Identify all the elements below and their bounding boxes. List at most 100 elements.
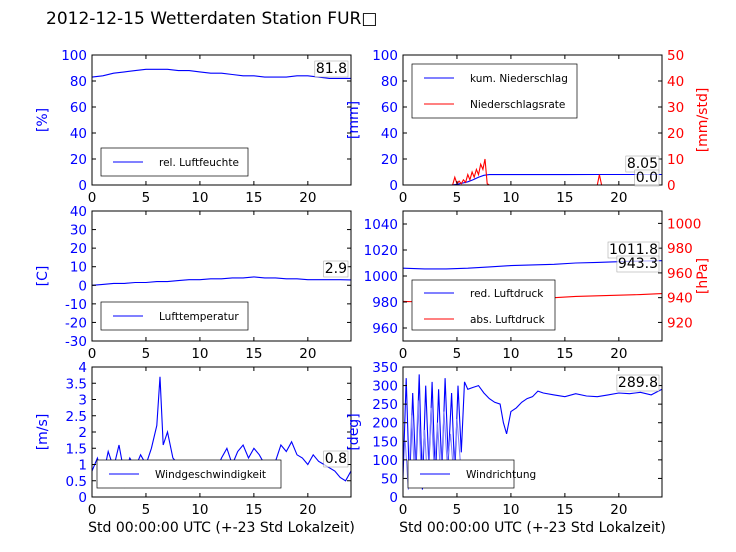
y-tick-label: -30: [65, 334, 87, 350]
y2-tick-label: 960: [667, 266, 693, 282]
y-tick-label: 0: [78, 178, 87, 194]
y-tick-label: 250: [372, 397, 398, 413]
x-tick-label: 0: [399, 502, 408, 518]
x-tick-label: 20: [610, 502, 627, 518]
y-tick-label: 300: [372, 379, 398, 395]
x-tick-label: 0: [399, 346, 408, 362]
legend-label: Niederschlagsrate: [470, 99, 565, 111]
y-tick-label: 30: [70, 223, 87, 239]
y-tick-label: 40: [70, 204, 87, 220]
y-tick-label: 1.5: [66, 441, 87, 457]
last-value-label: 2.9: [325, 261, 347, 277]
x-tick-label: 5: [142, 346, 151, 362]
y-tick-label: 0.5: [66, 474, 87, 490]
last-value-label: 0.0: [636, 170, 658, 186]
last-value-label: 0.8: [325, 451, 347, 467]
last-value-label: 81.8: [316, 61, 347, 77]
y-tick-label: 60: [381, 100, 398, 116]
last-value-label: 943.3: [618, 256, 658, 272]
last-value-box: [616, 374, 660, 392]
y2-tick-label: 20: [667, 126, 684, 142]
x-tick-label: 10: [191, 190, 208, 206]
y-tick-label: 3.5: [66, 376, 87, 392]
y-tick-label: 350: [372, 360, 398, 376]
y-tick-label: 40: [70, 126, 87, 142]
y-tick-label: 100: [372, 48, 398, 64]
x-tick-label: 0: [399, 190, 408, 206]
x-tick-label: 10: [191, 346, 208, 362]
y2-tick-label: 0: [667, 178, 676, 194]
y-axis-label: [C]: [35, 266, 51, 287]
legend-label: Lufttemperatur: [159, 311, 239, 323]
x-tick-label: 20: [299, 346, 316, 362]
y-tick-label: 10: [70, 260, 87, 276]
x-tick-label: 15: [245, 190, 262, 206]
legend-label: Windrichtung: [466, 469, 536, 481]
series-line-1-1: [92, 68, 351, 79]
y-axis-label: [%]: [35, 108, 51, 132]
y-tick-label: 100: [61, 48, 87, 64]
x-tick-label: 15: [556, 190, 573, 206]
y-tick-label: 0: [389, 178, 398, 194]
x-tick-label: 5: [453, 346, 462, 362]
x-axis-label: Std 00:00:00 UTC (+-23 Std Lokalzeit): [88, 520, 355, 536]
y-tick-label: -10: [65, 297, 87, 313]
y-tick-label: 80: [381, 74, 398, 90]
x-tick-label: 15: [245, 346, 262, 362]
last-value-label: 1011.8: [609, 242, 658, 258]
axes-frame: [91, 54, 352, 186]
axes-frame: [402, 54, 663, 186]
x-tick-label: 15: [556, 502, 573, 518]
x-tick-label: 15: [245, 502, 262, 518]
y-tick-label: 1000: [364, 269, 398, 285]
last-value-box: [323, 260, 349, 278]
y2-tick-label: 920: [667, 315, 693, 331]
legend-box: [411, 279, 556, 331]
y-tick-label: 80: [70, 74, 87, 90]
last-value-label: 8.05: [627, 156, 658, 172]
y-tick-label: 960: [372, 321, 398, 337]
y-tick-label: 60: [70, 100, 87, 116]
y2-tick-label: 10: [667, 152, 684, 168]
last-value-box: [314, 60, 349, 78]
y-tick-label: 4: [78, 360, 87, 376]
y-tick-label: 2: [78, 425, 87, 441]
x-tick-label: 10: [502, 190, 519, 206]
x-tick-label: 20: [299, 502, 316, 518]
axes-frame: [402, 366, 663, 498]
axes-frame: [91, 210, 352, 342]
y2-tick-label: 40: [667, 74, 684, 90]
y2-tick-label: 50: [667, 48, 684, 64]
x-tick-label: 20: [610, 190, 627, 206]
y-tick-label: 20: [70, 152, 87, 168]
x-tick-label: 0: [88, 346, 97, 362]
y-tick-label: 20: [381, 152, 398, 168]
y-tick-label: 3: [78, 393, 87, 409]
y-tick-label: 200: [372, 416, 398, 432]
series-line-2-2: [403, 158, 662, 185]
y2-tick-label: 30: [667, 100, 684, 116]
y-axis-label: [m/s]: [35, 414, 51, 451]
series-line-3-1: [92, 276, 351, 286]
x-tick-label: 10: [191, 502, 208, 518]
figure-title: 2012-12-15 Wetterdaten Station FUR□: [46, 9, 378, 29]
y2-tick-label: 940: [667, 291, 693, 307]
series-line-6-1: [403, 374, 662, 490]
x-tick-label: 0: [88, 502, 97, 518]
x-tick-label: 5: [142, 190, 151, 206]
y-tick-label: 100: [372, 453, 398, 469]
x-tick-label: 5: [453, 190, 462, 206]
x-tick-label: 5: [142, 502, 151, 518]
series-line-2-1: [403, 173, 662, 185]
y-tick-label: 1040: [364, 217, 398, 233]
last-value-box: [323, 450, 349, 468]
x-tick-label: 10: [502, 346, 519, 362]
y2-axis-label: [mm/std]: [695, 88, 711, 153]
legend-label: Windgeschwindigkeit: [155, 469, 266, 481]
legend-label: red. Luftdruck: [470, 288, 544, 300]
y-tick-label: 50: [381, 471, 398, 487]
x-tick-label: 0: [88, 190, 97, 206]
y2-tick-label: 980: [667, 241, 693, 257]
legend-box: [411, 63, 578, 119]
